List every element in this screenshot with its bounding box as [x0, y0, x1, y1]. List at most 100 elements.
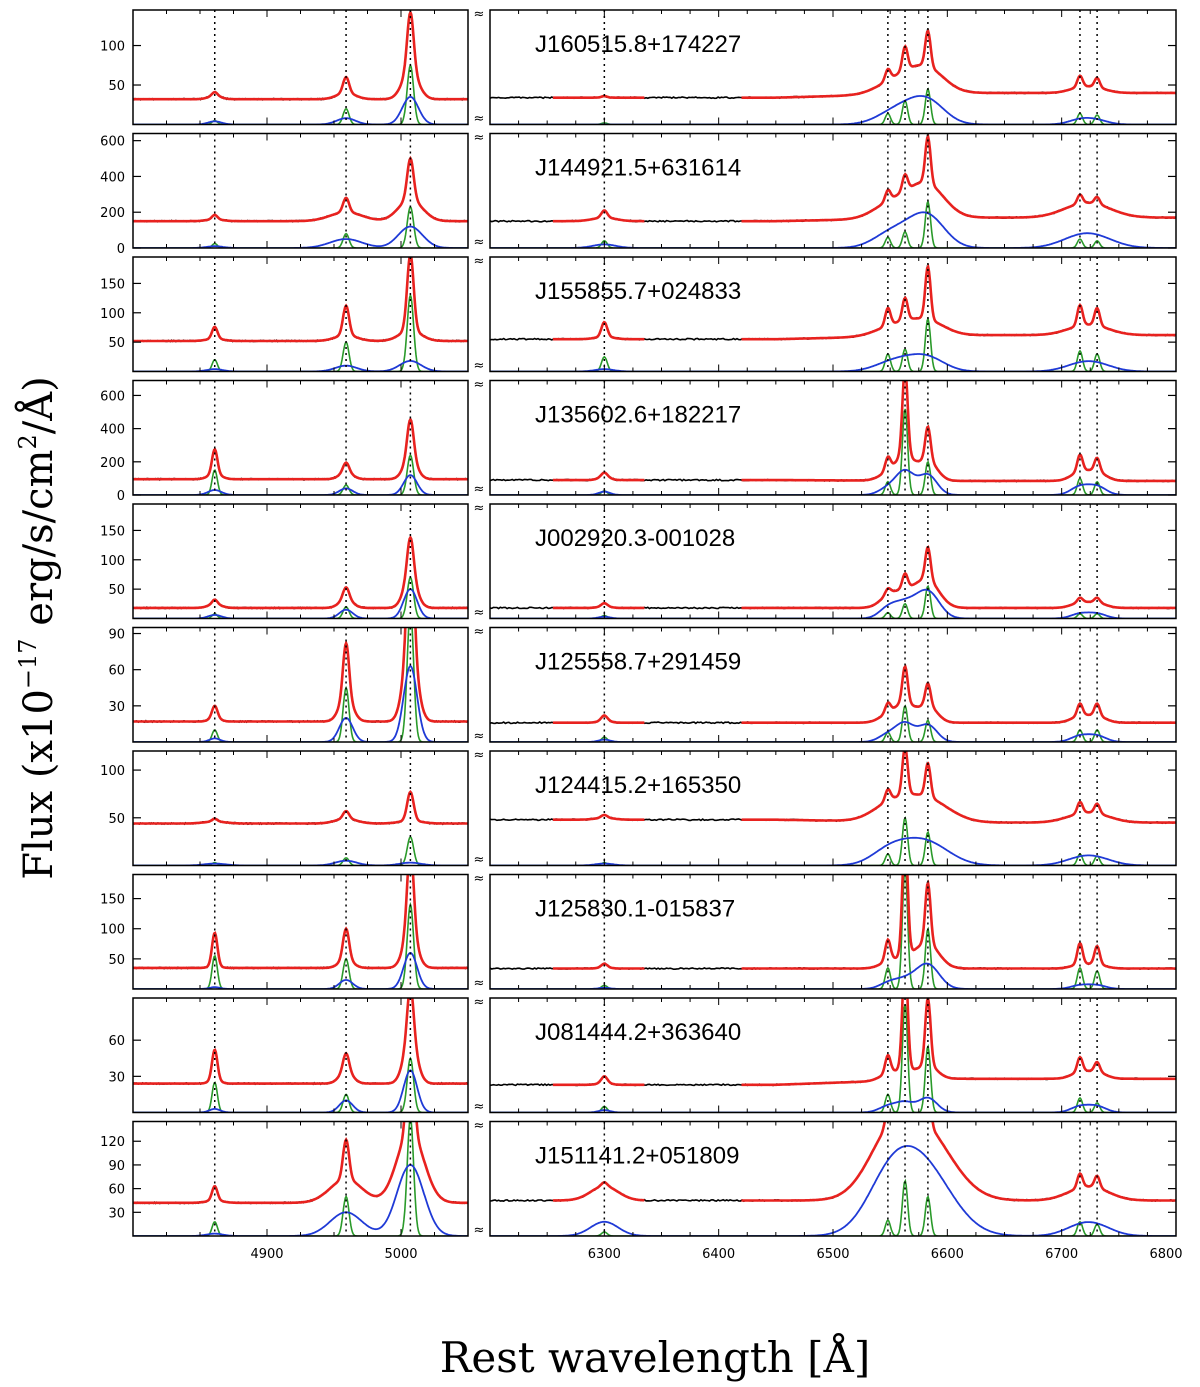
model-fit-oi	[552, 1180, 645, 1202]
panel-5: ≈ ≈30 60 90 J125558.7+291459	[108, 625, 1177, 744]
model-fit-oi	[552, 94, 645, 99]
model-fit-oi	[552, 962, 645, 970]
panels-layer: ≈ ≈50 100 J160515.8+174227 ≈ ≈0 200 400 600 J1449…	[100, 7, 1177, 1238]
frame-right	[489, 379, 1177, 496]
model-fit-oi	[552, 601, 645, 610]
axis-break-1: ≈	[474, 235, 485, 250]
broad-components-left	[133, 359, 468, 372]
narrow-components-left	[133, 205, 468, 248]
ytick-label-3: 120	[100, 1135, 125, 1150]
model-fit-halpha	[741, 1121, 1176, 1202]
ytick-label-0: 30	[108, 1070, 125, 1085]
model-fit-oi	[552, 209, 645, 223]
panel-4: ≈ ≈50 100 150 J002920.3-001028	[100, 501, 1177, 621]
frame-left	[132, 256, 469, 373]
model-fit-left	[133, 874, 468, 970]
panel-8: ≈ ≈30 60 J081444.2+363640	[108, 995, 1177, 1115]
object-name: J135602.6+182217	[535, 402, 741, 429]
observed-spectrum-right	[490, 664, 1176, 725]
narrow-components-left	[133, 63, 468, 125]
ytick-label-1: 200	[100, 456, 125, 471]
model-fit-halpha	[741, 751, 1176, 824]
narrow-components-left	[133, 901, 468, 989]
frame-left	[132, 379, 469, 496]
narrow-components-left	[133, 292, 468, 372]
broad-components-left	[133, 474, 468, 495]
axis-break-1: ≈	[474, 1223, 485, 1238]
axis-break-1: ≈	[474, 976, 485, 991]
ytick-label-1: 200	[100, 206, 125, 221]
model-fit-halpha	[741, 380, 1176, 483]
panel-6: ≈ ≈50 100 J124415.2+165350	[100, 748, 1177, 868]
model-fit-halpha	[741, 998, 1176, 1087]
broad-components-left	[133, 665, 468, 742]
model-fit-halpha	[741, 133, 1176, 223]
ytick-label-2: 400	[100, 423, 125, 438]
axis-break-1: ≈	[474, 359, 485, 374]
model-fit-halpha	[741, 874, 1176, 970]
model-fit-left	[133, 627, 468, 723]
ytick-label-0: 50	[108, 953, 125, 968]
model-fit-left	[133, 1121, 468, 1205]
panel-1: ≈ ≈0 200 400 600 J144921.5+631614	[100, 131, 1177, 257]
ytick-label-2: 150	[100, 277, 125, 292]
axis-break-0: ≈	[474, 501, 485, 516]
panel-3: ≈ ≈0 200 400 600 J135602.6+182217	[100, 378, 1177, 504]
axis-break-0: ≈	[474, 872, 485, 887]
narrow-components-right	[490, 316, 1176, 372]
axis-break-0: ≈	[474, 1119, 485, 1134]
frame-right	[489, 1120, 1177, 1237]
ytick-label-1: 60	[108, 664, 125, 679]
x-tick-label-right-0: 6300	[588, 1247, 621, 1262]
broad-components-left	[133, 951, 468, 989]
narrow-components-left	[133, 575, 468, 619]
object-name: J155855.7+024833	[535, 278, 741, 305]
model-fit-halpha	[741, 545, 1176, 610]
ytick-label-1: 100	[100, 307, 125, 322]
y-label-suffix: /Å)	[15, 376, 62, 434]
x-tick-label-right-3: 6600	[931, 1247, 964, 1262]
x-tick-labels: 4900 5000 6300 6400 6500 6600 6700 6800	[250, 1247, 1182, 1262]
model-fit-oi	[552, 813, 645, 821]
ytick-label-2: 150	[100, 524, 125, 539]
model-fit-oi	[552, 320, 645, 341]
frame-right	[489, 256, 1177, 373]
frame-right	[489, 626, 1177, 743]
ytick-label-0: 50	[108, 336, 125, 351]
frame-right	[489, 503, 1177, 620]
x-axis-label: Rest wavelength [Å]	[440, 1332, 870, 1382]
model-fit-left	[133, 10, 468, 101]
ytick-label-0: 50	[108, 583, 125, 598]
object-name: J144921.5+631614	[535, 155, 741, 182]
observed-spectrum-left	[133, 417, 468, 482]
axis-break-0: ≈	[474, 625, 485, 640]
broad-components-left	[133, 95, 468, 125]
x-tick-label-right-2: 6500	[816, 1247, 849, 1262]
axis-break-1: ≈	[474, 482, 485, 497]
ytick-label-1: 100	[100, 40, 125, 55]
object-name: J160515.8+174227	[535, 31, 741, 58]
y-label-prefix: Flux (x10	[16, 689, 62, 880]
ytick-label-0: 0	[117, 489, 125, 504]
ytick-label-0: 30	[108, 700, 125, 715]
frame-right	[489, 750, 1177, 867]
object-name: J125830.1-015837	[535, 896, 735, 923]
ytick-label-3: 600	[100, 135, 125, 150]
observed-spectrum-right	[490, 545, 1176, 610]
axis-break-0: ≈	[474, 748, 485, 763]
ytick-label-2: 90	[108, 1159, 125, 1174]
observed-spectrum-left	[133, 10, 468, 102]
axis-break-0: ≈	[474, 378, 485, 393]
panel-9: ≈ ≈30 60 90 120 J151141.2+051809	[100, 1119, 1177, 1238]
model-fit-halpha	[741, 28, 1176, 99]
axis-break-1: ≈	[474, 853, 485, 868]
y-label-exponent2: 2	[14, 434, 42, 449]
axis-break-1: ≈	[474, 1100, 485, 1115]
y-label-exponent: −17	[14, 638, 42, 689]
narrow-components-left	[133, 1121, 468, 1236]
model-fit-oi	[552, 714, 645, 724]
ytick-label-2: 150	[100, 893, 125, 908]
model-fit-halpha	[741, 263, 1176, 341]
x-tick-label-right-5: 6800	[1149, 1247, 1182, 1262]
axis-break-0: ≈	[474, 995, 485, 1010]
